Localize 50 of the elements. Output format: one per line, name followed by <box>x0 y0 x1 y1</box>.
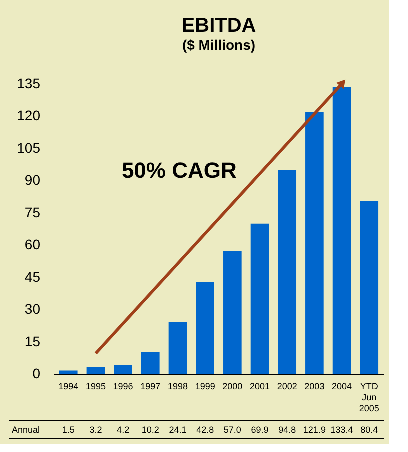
x-tick-label: 2001 <box>250 382 270 392</box>
y-tick-label: 0 <box>32 366 41 382</box>
y-tick-label: 105 <box>17 140 41 156</box>
bar <box>278 170 297 374</box>
bar <box>86 367 106 374</box>
data-label: 4.2 <box>117 425 130 435</box>
data-label: 121.9 <box>303 425 326 435</box>
y-tick-label: 30 <box>24 301 41 318</box>
bar <box>59 370 78 374</box>
data-label: 10.2 <box>142 425 160 435</box>
bar <box>360 201 379 374</box>
y-tick-label: 90 <box>24 172 41 188</box>
y-tick-label: 120 <box>17 108 41 124</box>
y-tick-label: 75 <box>24 204 41 220</box>
data-label: 24.1 <box>169 425 187 435</box>
x-tick-label: 2004 <box>332 382 352 392</box>
x-tick-label: 1995 <box>86 382 106 392</box>
x-tick-label: 1999 <box>195 382 216 392</box>
text: Annual <box>12 425 40 435</box>
bar <box>250 224 270 374</box>
x-tick-label: YTD Jun 2005 <box>359 382 380 414</box>
data-label: 94.8 <box>278 425 296 435</box>
chart-subtitle: ($ Millions) <box>182 37 256 53</box>
x-tick-label: 2003 <box>304 382 325 392</box>
data-label: 80.4 <box>360 425 378 435</box>
x-tick-label: 2000 <box>222 382 243 392</box>
data-label: 3.2 <box>90 425 102 435</box>
y-tick-label: 60 <box>24 236 41 253</box>
data-label: 1.5 <box>62 425 75 435</box>
bar <box>168 322 188 374</box>
data-label: 42.8 <box>196 425 214 435</box>
data-label: 69.9 <box>251 425 269 435</box>
chart-title: EBITDA <box>182 15 256 37</box>
bar <box>114 364 132 374</box>
bar <box>141 352 160 374</box>
y-tick-label: 15 <box>24 333 41 350</box>
data-label: 57.0 <box>224 425 242 435</box>
bar <box>224 252 242 374</box>
x-tick-label: 1998 <box>168 382 188 392</box>
data-label: 133.4 <box>330 425 354 435</box>
x-tick-label: 1997 <box>140 382 161 392</box>
bar <box>196 282 214 374</box>
y-tick-label: 135 <box>17 76 41 92</box>
bar <box>332 87 352 374</box>
y-tick-label: 45 <box>24 268 41 285</box>
x-tick-label: 1996 <box>113 382 134 392</box>
bar <box>306 112 324 374</box>
x-tick-label: 1994 <box>58 382 79 392</box>
annotation: 50% CAGR <box>122 158 237 183</box>
x-tick-label: 2002 <box>277 382 298 392</box>
